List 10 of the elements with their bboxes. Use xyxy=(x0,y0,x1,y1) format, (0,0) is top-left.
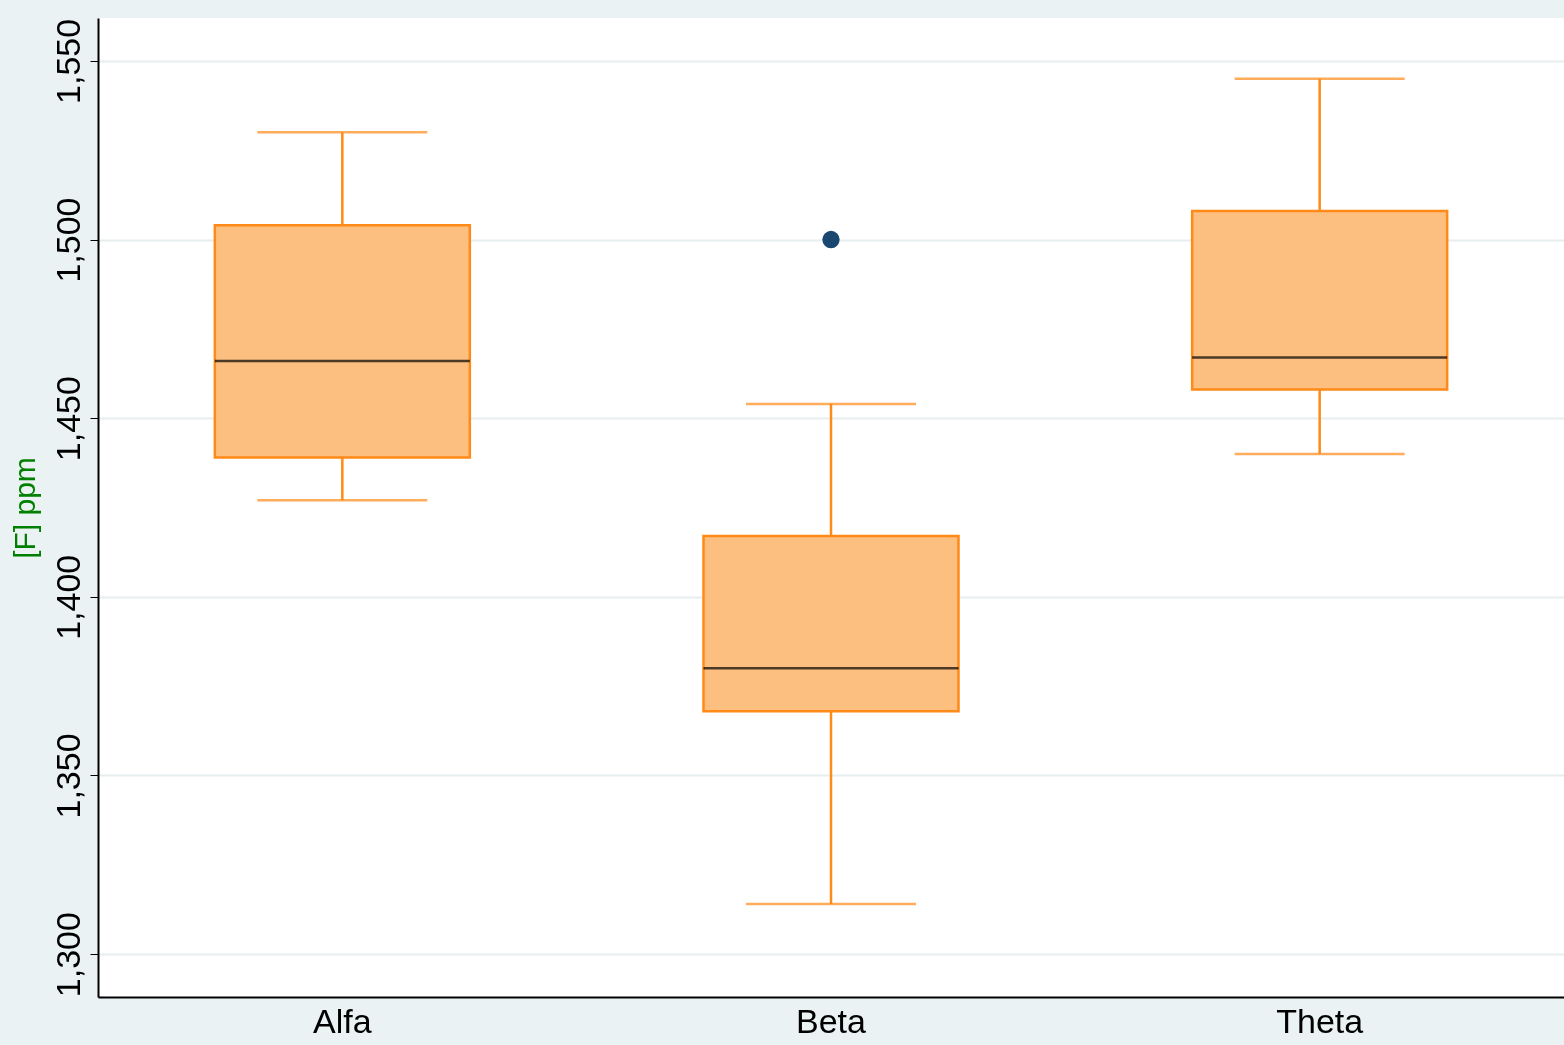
y-tick-label: 1,550 xyxy=(48,18,87,104)
x-tick-label: Theta xyxy=(1276,1001,1364,1040)
y-tick-label: 1,450 xyxy=(48,376,87,462)
y-tick-label: 1,400 xyxy=(48,554,87,640)
y-tick-label: 1,300 xyxy=(48,912,87,998)
x-tick-label: Beta xyxy=(796,1001,867,1040)
y-axis-title: [F] ppm xyxy=(7,457,41,559)
y-tick-label: 1,500 xyxy=(48,197,87,283)
x-tick-label: Alfa xyxy=(313,1001,372,1040)
y-tick-label: 1,350 xyxy=(48,733,87,819)
